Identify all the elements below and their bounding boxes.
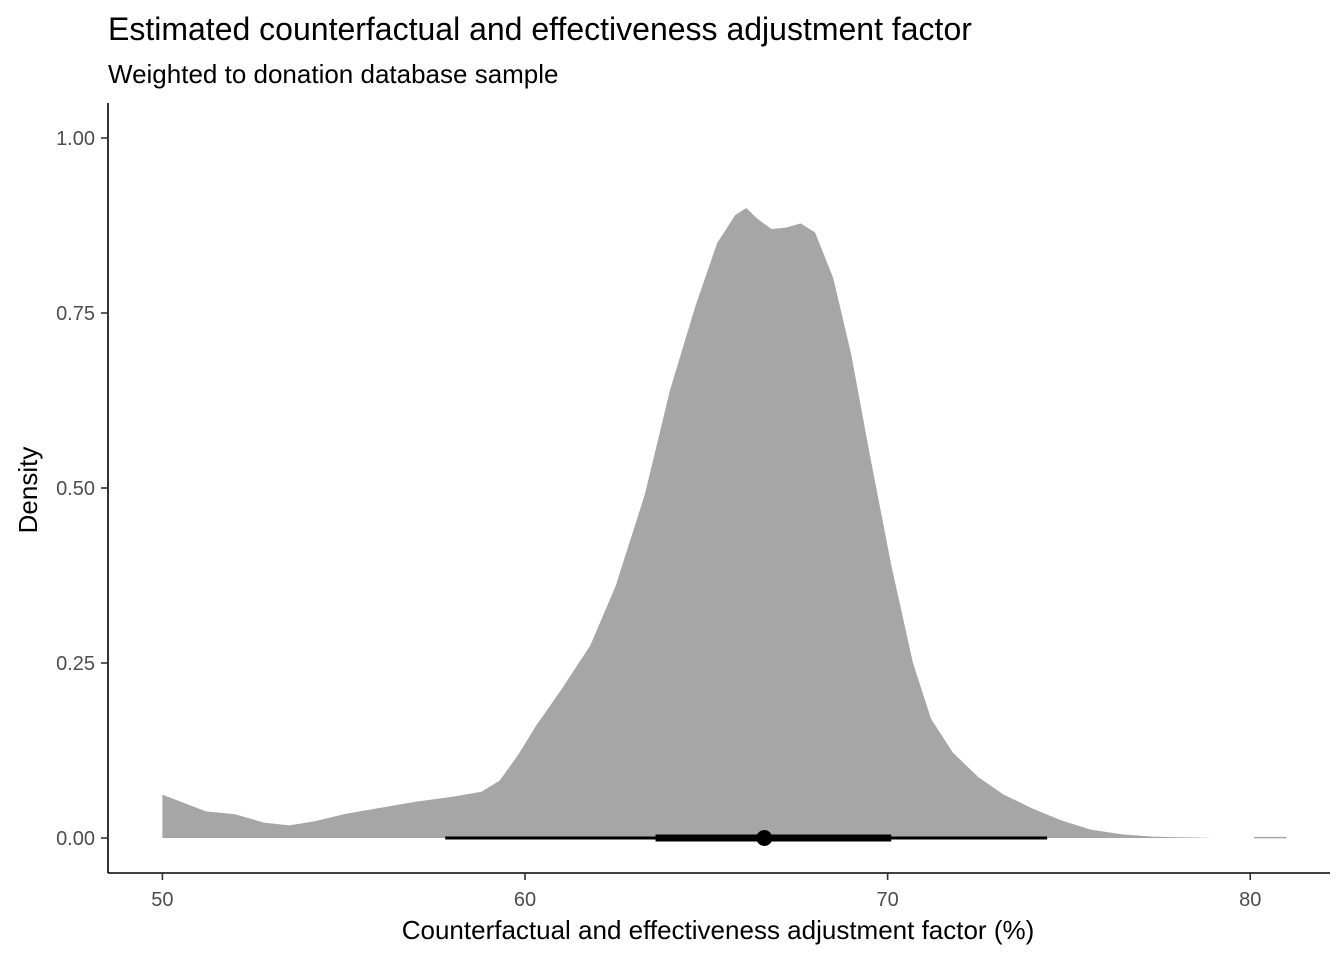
x-axis-title: Counterfactual and effectiveness adjustm…: [402, 915, 1035, 945]
y-tick-label: 1.00: [56, 128, 95, 150]
y-tick-label: 0.75: [56, 303, 95, 325]
y-axis-title: Density: [13, 447, 43, 534]
chart-title: Estimated counterfactual and effectivene…: [108, 11, 972, 47]
point-estimate: [756, 830, 773, 846]
chart-subtitle: Weighted to donation database sample: [108, 59, 559, 89]
x-tick-label: 50: [151, 889, 173, 911]
x-tick-label: 70: [876, 889, 898, 911]
x-tick-label: 80: [1239, 889, 1261, 911]
y-tick-label: 0.50: [56, 478, 95, 500]
y-tick-label: 0.25: [56, 653, 95, 675]
y-tick-label: 0.00: [56, 828, 95, 850]
x-tick-label: 60: [514, 889, 536, 911]
density-area: [162, 208, 1214, 838]
